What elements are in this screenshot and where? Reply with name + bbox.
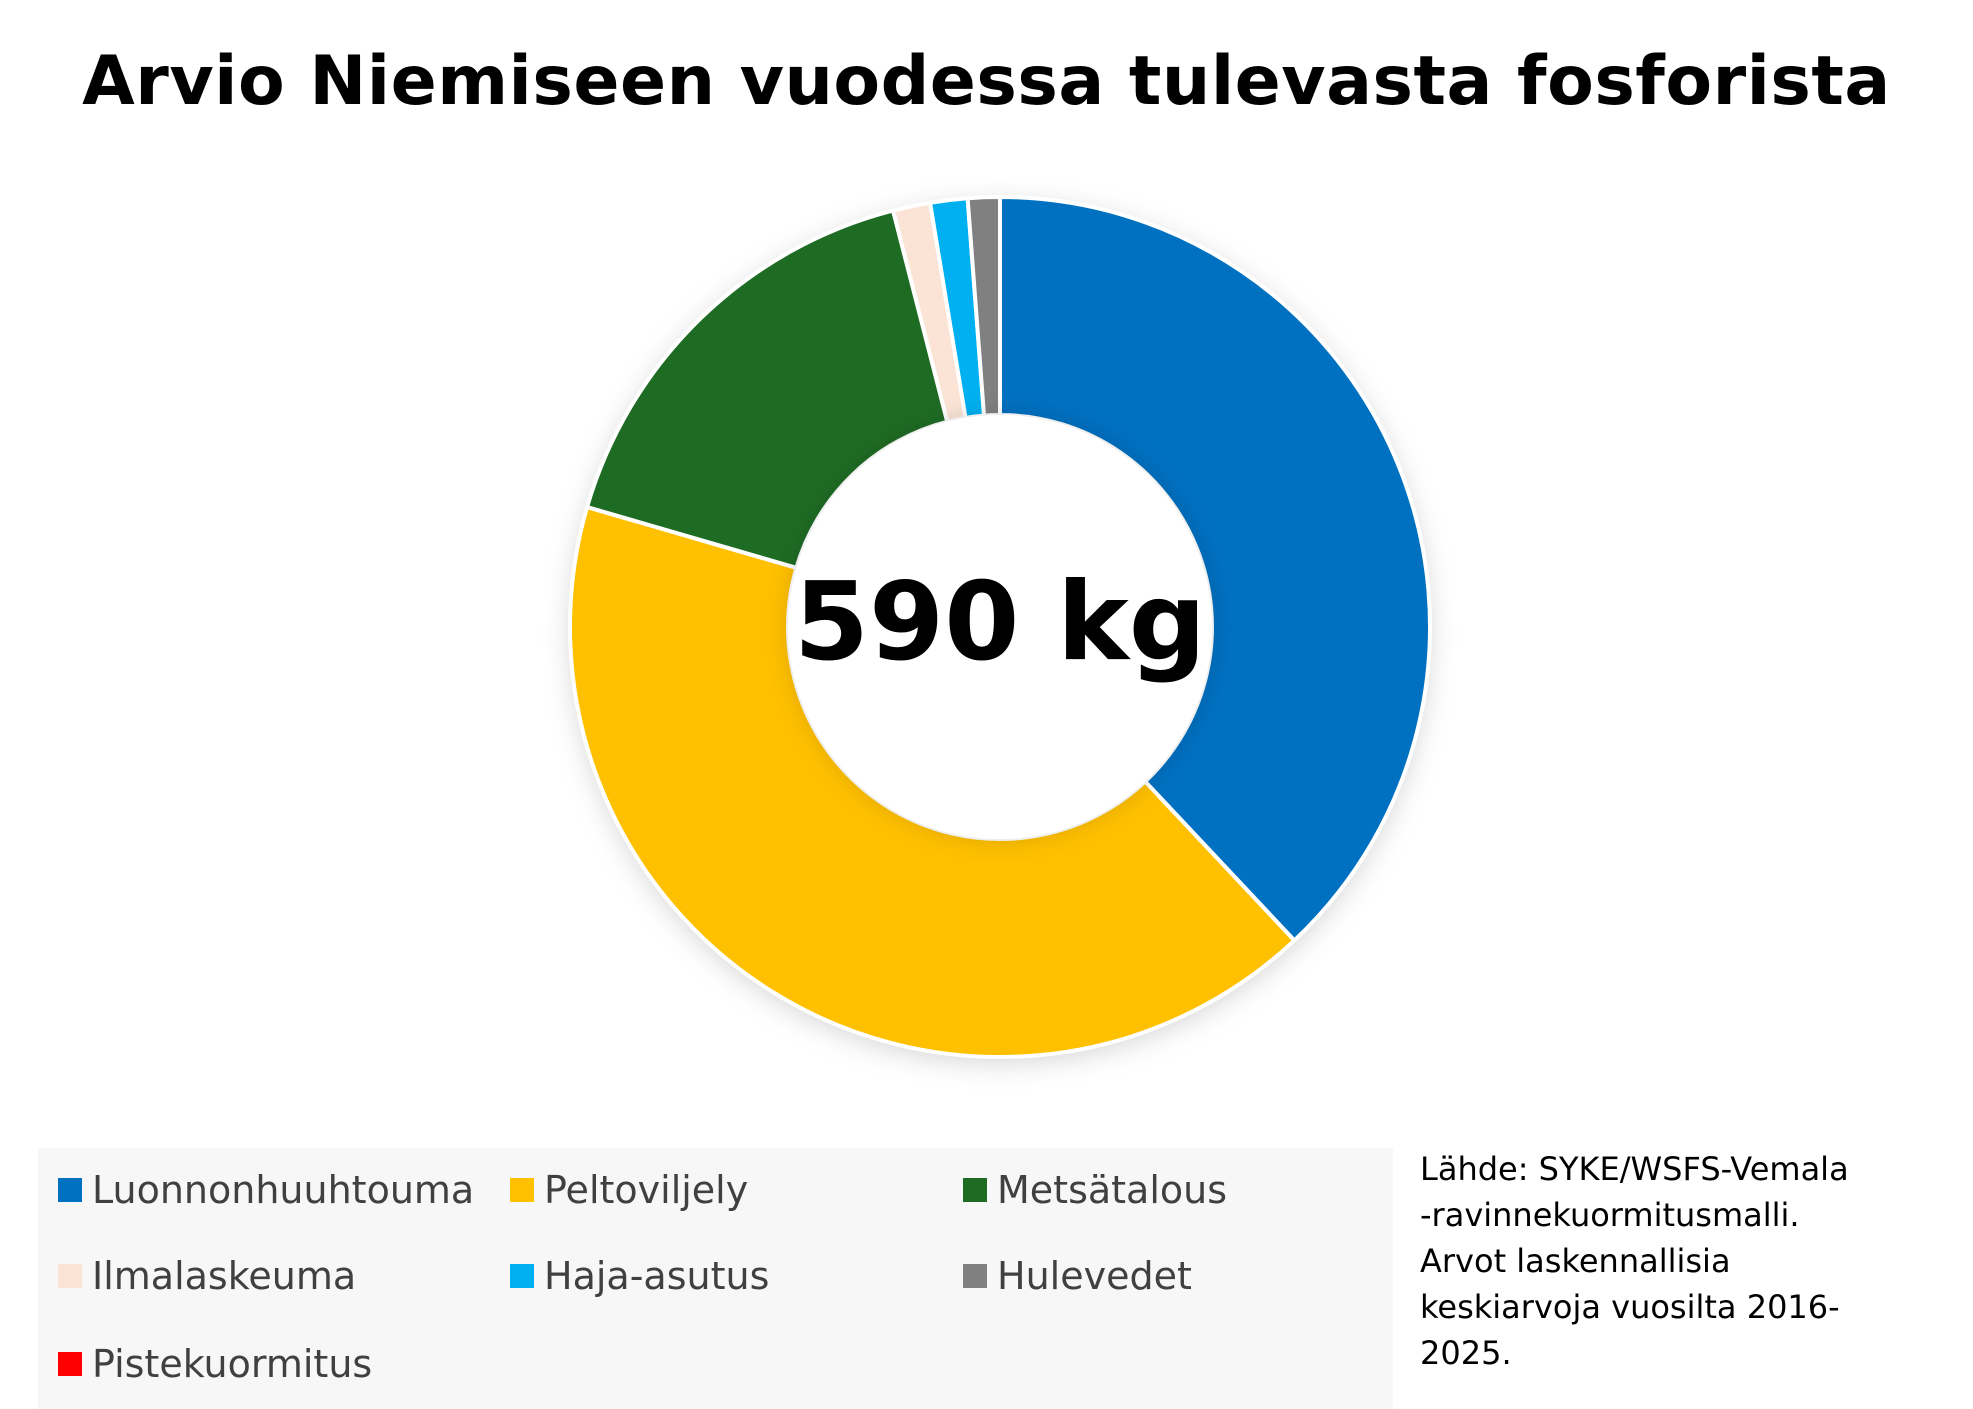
legend-swatch — [510, 1178, 534, 1202]
source-note-line: -ravinnekuormitusmalli. — [1420, 1196, 1800, 1234]
legend-item-hulevedet: Hulevedet — [963, 1246, 1192, 1306]
legend-swatch — [510, 1264, 534, 1288]
center-total-label: 590 kg — [793, 560, 1207, 685]
legend-label: Metsätalous — [997, 1168, 1228, 1212]
donut-chart — [569, 197, 1430, 1057]
chart-title: Arvio Niemiseen vuodessa tulevasta fosfo… — [82, 42, 1891, 121]
legend-label: Pistekuormitus — [92, 1342, 373, 1386]
legend-label: Ilmalaskeuma — [92, 1254, 357, 1298]
legend-item-ilmalaskeuma: Ilmalaskeuma — [58, 1246, 356, 1306]
legend-item-luonnonhuuhtouma: Luonnonhuuhtouma — [58, 1160, 474, 1220]
legend-label: Hulevedet — [997, 1254, 1192, 1298]
source-note: Lähde: SYKE/WSFS-Vemala -ravinnekuormitu… — [1420, 1146, 1960, 1376]
legend-label: Haja-asutus — [544, 1254, 770, 1298]
source-note-line: 2025. — [1420, 1334, 1512, 1372]
legend-item-haja-asutus: Haja-asutus — [510, 1246, 769, 1306]
source-note-line: Arvot laskennallisia — [1420, 1242, 1731, 1280]
donut-hole — [788, 415, 1212, 839]
legend-swatch — [963, 1178, 987, 1202]
legend-swatch — [58, 1178, 82, 1202]
legend-item-pistekuormitus: Pistekuormitus — [58, 1334, 372, 1394]
source-note-line: keskiarvoja vuosilta 2016- — [1420, 1288, 1840, 1326]
legend-swatch — [58, 1264, 82, 1288]
legend-label: Luonnonhuuhtouma — [92, 1168, 475, 1212]
source-note-line: Lähde: SYKE/WSFS-Vemala — [1420, 1150, 1849, 1188]
legend-swatch — [58, 1352, 82, 1376]
legend-label: Peltoviljely — [544, 1168, 749, 1212]
legend: Luonnonhuuhtouma Peltoviljely Metsätalou… — [38, 1148, 1393, 1409]
legend-item-metsatalous: Metsätalous — [963, 1160, 1227, 1220]
legend-item-peltoviljely: Peltoviljely — [510, 1160, 748, 1220]
legend-swatch — [963, 1264, 987, 1288]
